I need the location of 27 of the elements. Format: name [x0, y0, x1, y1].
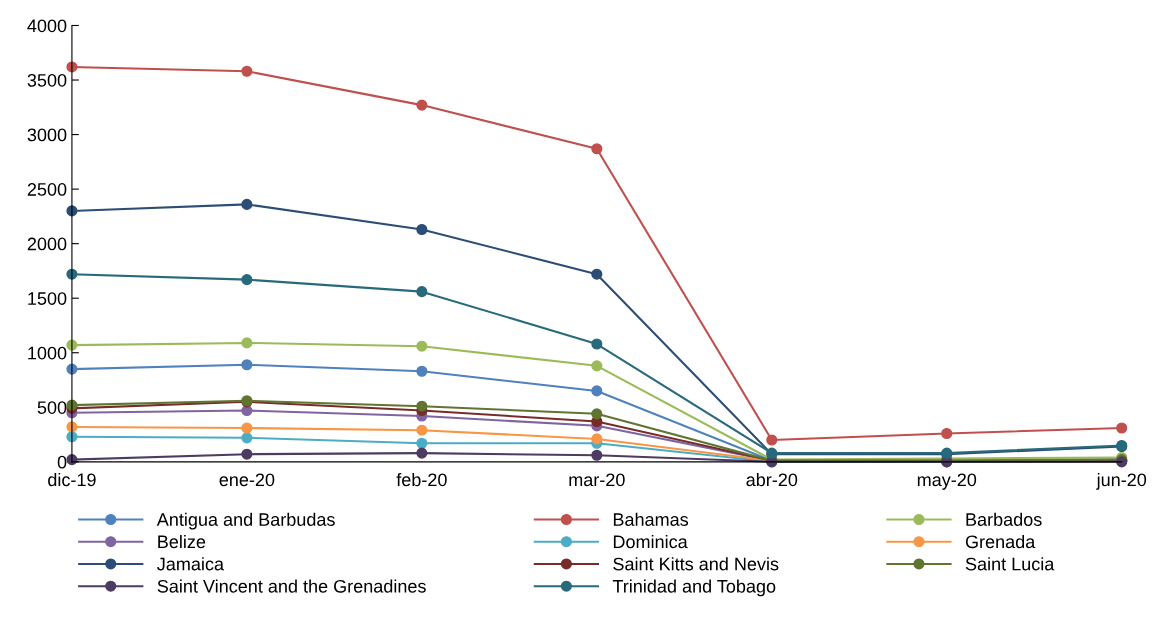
- legend-label: Saint Kitts and Nevis: [613, 557, 779, 571]
- legend-label: Belize: [158, 534, 206, 549]
- y-tick-label: 1000: [28, 346, 67, 360]
- x-tick-label: dic-19: [48, 472, 96, 487]
- x-tick-label: ene-20: [219, 473, 275, 487]
- x-tick-label: may-20: [917, 473, 977, 490]
- legend-label: Antigua and Barbudas: [156, 512, 335, 530]
- x-tick-label: feb-20: [396, 472, 447, 487]
- legend-label: Barbados: [966, 512, 1042, 526]
- y-tick-label: 500: [37, 401, 67, 414]
- y-tick-label: 2000: [27, 237, 67, 251]
- y-tick-label: 4000: [27, 19, 67, 33]
- y-tick-label: 3500: [27, 73, 67, 87]
- legend-label: Trinidad and Tobago: [612, 579, 776, 597]
- x-tick-label: jun-20: [1096, 472, 1147, 490]
- legend-label: Saint Vincent and the Grenadines: [157, 579, 426, 593]
- x-tick-label: abr-20: [746, 472, 798, 487]
- legend-label: Grenada: [965, 534, 1036, 549]
- legend-label: Dominica: [613, 534, 688, 549]
- legend-label: Saint Lucia: [965, 557, 1055, 571]
- y-tick-label: 3000: [27, 128, 67, 142]
- legend-label: Bahamas: [613, 512, 689, 526]
- y-tick-label: 1500: [28, 292, 67, 305]
- legend-label: Jamaica: [157, 557, 225, 571]
- x-tick-label: mar-20: [569, 473, 625, 487]
- y-tick-label: 0: [57, 455, 67, 469]
- y-tick-label: 2500: [27, 183, 67, 196]
